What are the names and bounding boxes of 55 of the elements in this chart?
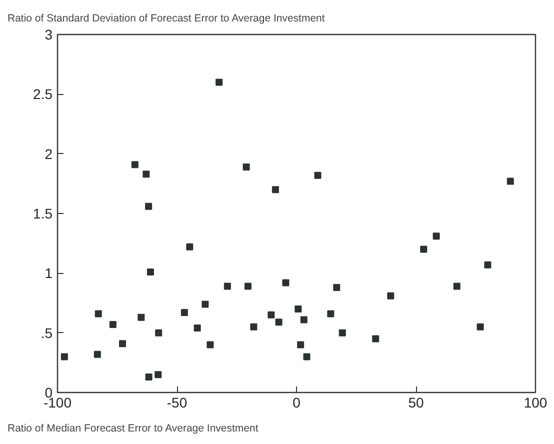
point [338, 329, 346, 336]
point [154, 371, 162, 378]
point [476, 323, 484, 330]
point [333, 284, 340, 291]
point [453, 282, 460, 290]
y-tick-label: 2.5 [33, 86, 53, 102]
point [314, 172, 322, 179]
point [145, 373, 152, 380]
point [131, 161, 138, 168]
point [146, 268, 154, 276]
point [155, 329, 162, 336]
point [94, 310, 102, 318]
point [272, 186, 279, 194]
point [244, 282, 252, 290]
point [94, 350, 101, 358]
point [109, 320, 116, 328]
point [180, 309, 188, 316]
point [268, 311, 275, 318]
point [387, 292, 394, 300]
chart-title: Ratio of Standard Deviation of Forecast Error to Average Investment [8, 12, 325, 24]
y-tick-label: 1 [44, 265, 53, 282]
y-tick-label: 2 [44, 146, 53, 162]
point [372, 335, 380, 342]
x-tick-label: -50 [166, 394, 188, 410]
point [145, 202, 152, 210]
point [202, 300, 209, 308]
point [186, 243, 194, 250]
point [282, 279, 290, 286]
point [506, 178, 514, 185]
point [142, 170, 150, 178]
point [242, 163, 250, 170]
point [206, 341, 214, 348]
x-tick-label: 0 [292, 394, 301, 410]
y-tick-label: .5 [40, 324, 53, 341]
point [432, 232, 440, 240]
x-tick-label: 50 [408, 394, 424, 410]
point [327, 310, 334, 318]
point [119, 340, 126, 348]
point [303, 353, 310, 360]
point [138, 314, 145, 321]
point [224, 282, 231, 290]
point [420, 246, 428, 253]
x-axis-title: Ratio of Median Forecast Error to Average Investment [8, 422, 258, 434]
point [216, 78, 223, 86]
point [300, 316, 308, 324]
point [297, 341, 304, 348]
point [294, 305, 302, 312]
y-tick-label: 1.5 [33, 206, 53, 222]
point [60, 353, 68, 360]
point [250, 323, 258, 330]
x-tick-label: 100 [524, 394, 548, 410]
point [484, 261, 492, 268]
point [194, 324, 201, 332]
point [275, 318, 282, 326]
y-tick-label: 3 [44, 26, 53, 42]
